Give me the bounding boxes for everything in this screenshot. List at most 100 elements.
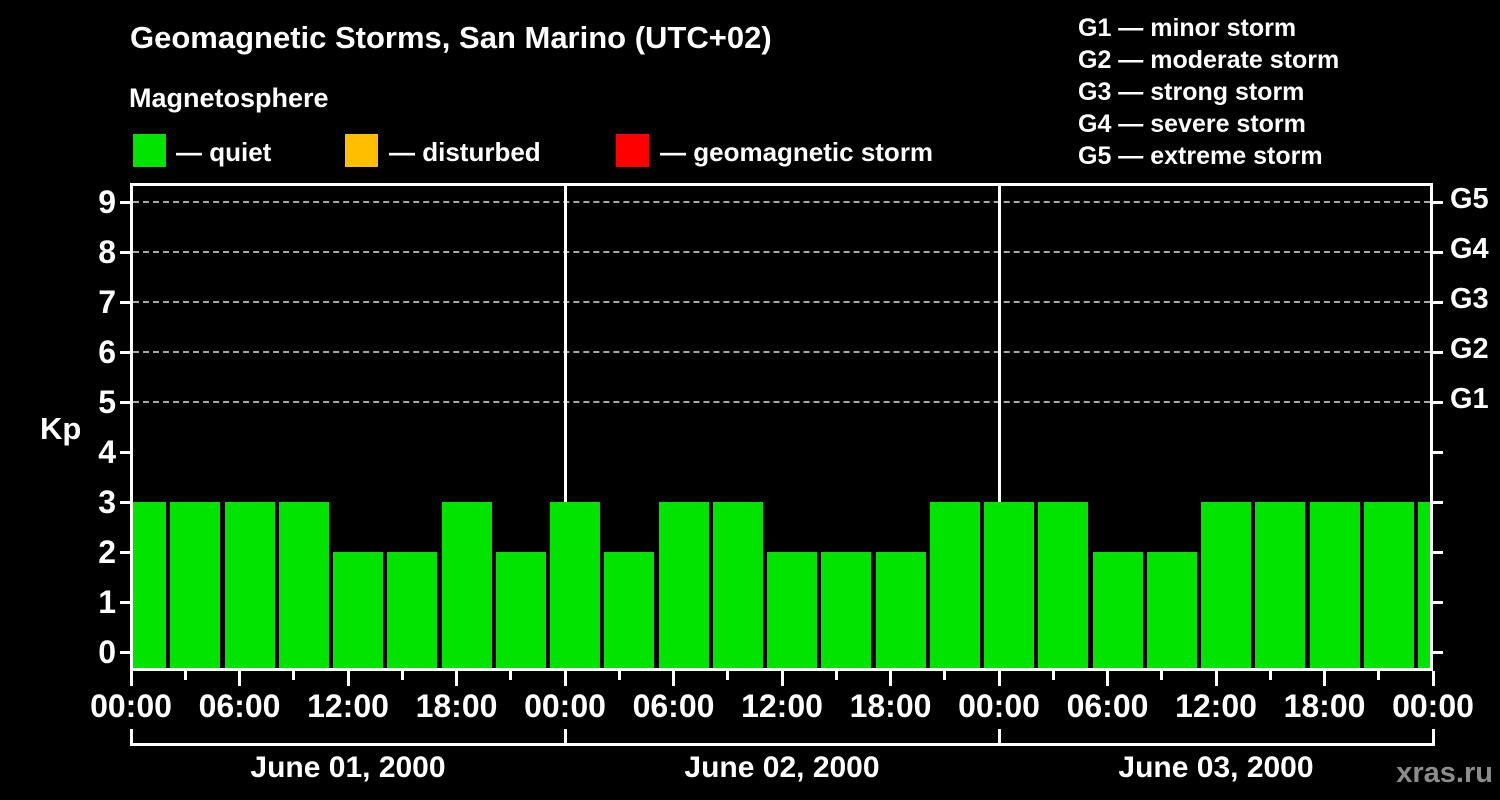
y-tick-label: 9 <box>98 184 116 220</box>
g-scale-legend-item: G5 — extreme storm <box>1078 142 1323 170</box>
y-tick-label: 0 <box>98 634 116 670</box>
x-tick-minor <box>834 671 838 680</box>
x-tick-label: 06:00 <box>198 688 281 724</box>
kp-bar <box>550 502 600 668</box>
legend-swatch-disturbed <box>345 134 378 167</box>
x-tick-label: 00:00 <box>90 688 172 724</box>
g-scale-legend-item: G2 — moderate storm <box>1078 46 1340 74</box>
x-tick-major <box>997 671 1001 686</box>
y-tick-label: 4 <box>98 434 116 470</box>
kp-bar <box>1363 502 1414 668</box>
day-label: June 03, 2000 <box>1118 751 1314 784</box>
kp-bar <box>658 502 709 668</box>
x-tick-major <box>129 671 133 686</box>
kp-bar <box>604 552 655 668</box>
day-label: June 01, 2000 <box>250 751 446 784</box>
y-axis-title: Kp <box>40 411 82 446</box>
kp-bar <box>224 502 275 668</box>
watermark: xras.ru <box>1396 757 1493 789</box>
kp-bar <box>1038 502 1089 668</box>
y-tick-label: 7 <box>98 284 116 320</box>
gridline-kp6 <box>133 351 1430 353</box>
x-tick-label: 12:00 <box>741 688 823 724</box>
y-tick-mark-right <box>1430 650 1443 654</box>
y-tick-mark-left <box>120 600 131 604</box>
legend-swatch-storm <box>616 134 649 167</box>
y-tick-label: 8 <box>98 234 116 270</box>
x-tick-minor <box>726 671 730 680</box>
g-level-label: G5 <box>1450 183 1489 215</box>
y-tick-mark-right <box>1430 500 1443 504</box>
date-bracket-tick <box>997 729 1001 746</box>
legend-swatch-quiet <box>133 134 166 167</box>
kp-bar <box>278 502 329 668</box>
gridline-kp9 <box>133 201 1430 203</box>
kp-bar <box>441 502 492 668</box>
kp-bar <box>1092 552 1143 668</box>
y-tick-mark-left <box>120 450 131 454</box>
g-scale-legend-item: G4 — severe storm <box>1078 110 1306 138</box>
kp-bar <box>984 502 1034 668</box>
date-bracket-tick <box>563 729 567 746</box>
x-tick-major <box>672 671 675 686</box>
date-bracket-line <box>131 743 1433 746</box>
legend-label-storm: — geomagnetic storm <box>660 137 934 167</box>
y-tick-mark-right <box>1430 600 1443 604</box>
kp-bar <box>387 552 438 668</box>
x-tick-major <box>238 671 241 686</box>
x-tick-major <box>563 671 567 686</box>
x-tick-major <box>1106 671 1109 686</box>
date-bracket-tick <box>1431 729 1435 746</box>
kp-bar <box>1255 502 1306 668</box>
gridline-kp7 <box>133 301 1430 303</box>
kp-bar <box>1309 502 1360 668</box>
y-tick-mark-right <box>1430 400 1443 404</box>
kp-bar <box>821 552 872 668</box>
x-tick-minor <box>183 671 187 680</box>
g-scale-legend-item: G3 — strong storm <box>1078 78 1305 106</box>
y-tick-label: 3 <box>98 484 116 520</box>
x-tick-minor <box>617 671 621 680</box>
g-level-label: G3 <box>1450 283 1489 315</box>
kp-bar <box>875 552 926 668</box>
kp-bar <box>170 502 221 668</box>
kp-bar <box>1146 552 1197 668</box>
y-tick-mark-left <box>120 500 131 504</box>
y-tick-mark-right <box>1430 450 1443 454</box>
legend-label-quiet: — quiet <box>176 137 272 167</box>
x-tick-major <box>455 671 458 686</box>
y-tick-mark-right <box>1430 550 1443 554</box>
x-tick-label: 06:00 <box>1066 688 1149 724</box>
gridline-kp5 <box>133 401 1430 403</box>
y-tick-label: 2 <box>98 534 116 570</box>
x-tick-label: 18:00 <box>1283 688 1366 724</box>
x-tick-major <box>1323 671 1326 686</box>
kp-bar <box>333 552 383 668</box>
kp-bar <box>767 552 817 668</box>
x-tick-minor <box>1268 671 1272 680</box>
x-tick-minor <box>1377 671 1381 680</box>
y-tick-mark-left <box>120 350 131 354</box>
y-tick-mark-left <box>120 550 131 554</box>
y-tick-mark-left <box>120 400 131 404</box>
page-title: Geomagnetic Storms, San Marino (UTC+02) <box>130 20 772 55</box>
x-tick-major <box>1431 671 1435 686</box>
gridline-kp8 <box>133 251 1430 253</box>
x-tick-minor <box>1160 671 1164 680</box>
y-tick-mark-right <box>1430 300 1443 304</box>
x-tick-label: 00:00 <box>524 688 606 724</box>
x-tick-label: 18:00 <box>415 688 498 724</box>
y-tick-label: 5 <box>98 384 116 420</box>
y-tick-mark-left <box>120 250 131 254</box>
legend-label-disturbed: — disturbed <box>389 137 541 167</box>
y-tick-mark-right <box>1430 350 1443 354</box>
x-tick-major <box>1214 671 1218 686</box>
day-separator-line <box>563 186 567 668</box>
x-tick-minor <box>292 671 296 680</box>
kp-bar <box>133 502 166 668</box>
x-tick-minor <box>509 671 513 680</box>
x-tick-label: 18:00 <box>849 688 932 724</box>
g-scale-legend: G1 — minor storm G2 — moderate storm G3 … <box>1078 12 1339 172</box>
x-tick-minor <box>943 671 947 680</box>
